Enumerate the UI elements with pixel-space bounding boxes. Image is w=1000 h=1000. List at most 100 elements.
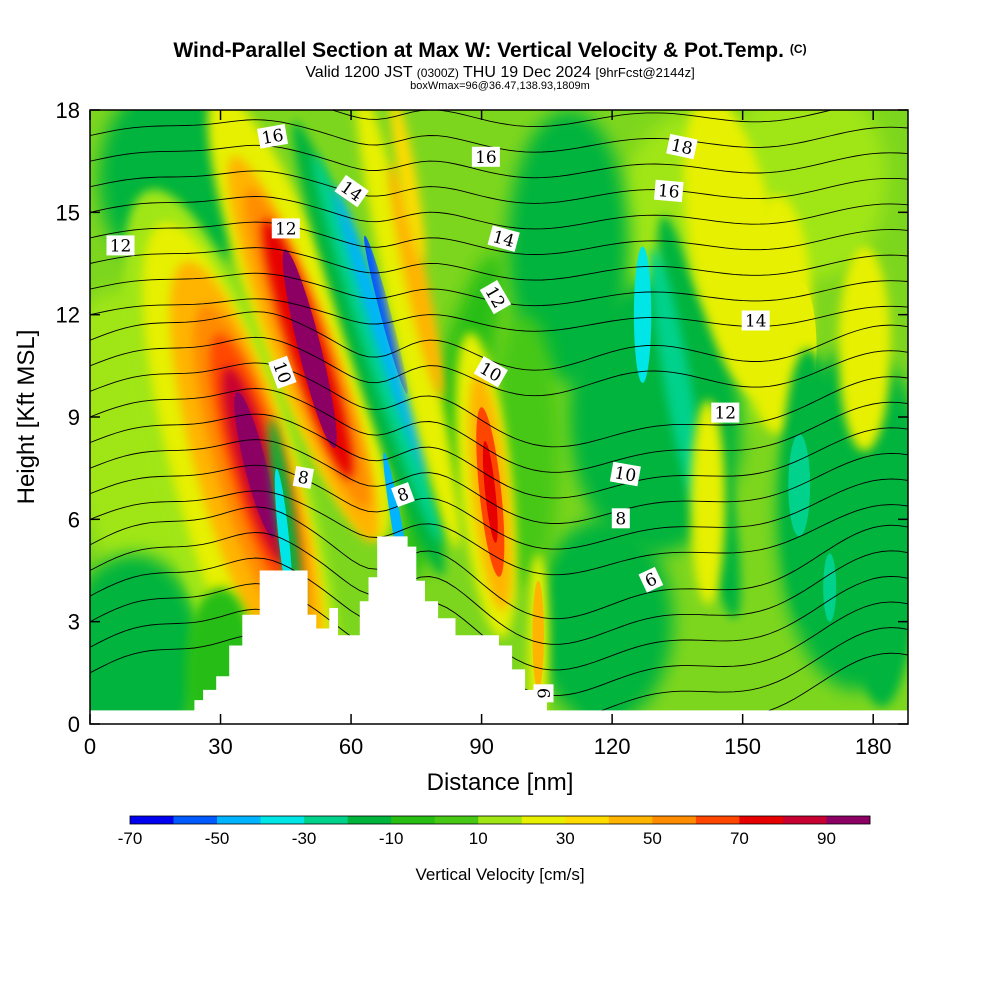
theta-contour-line: [90, 298, 908, 332]
svg-text:14: 14: [745, 312, 767, 332]
x-tick-label: 30: [208, 734, 232, 759]
theta-contour-line: [90, 506, 908, 620]
subtitle-date: THU 19 Dec 2024: [463, 64, 591, 81]
downdraft-region-26: [312, 154, 442, 544]
svg-text:12: 12: [714, 404, 736, 424]
colorbar-swatch: [304, 816, 349, 824]
theta-contour-line: [90, 110, 834, 128]
theta-contour-line: [90, 221, 908, 255]
colorbar-tick-label: 10: [469, 829, 488, 848]
svg-text:16: 16: [475, 148, 497, 168]
svg-text:16: 16: [657, 181, 680, 203]
y-tick-label: 9: [68, 405, 80, 430]
updraft-region-31: [389, 163, 444, 398]
downdraft-region-27: [333, 185, 430, 478]
theta-contour-line: [90, 464, 908, 550]
y-tick-label: 12: [56, 303, 80, 328]
colorbar-swatch: [739, 816, 784, 824]
colorbar-tick-label: -70: [118, 829, 143, 848]
theta-contour-line: [90, 634, 908, 724]
downdraft-region-28: [364, 235, 408, 394]
contour-label: 8: [611, 508, 630, 529]
potential-temperature-contours: [90, 110, 908, 724]
x-tick-label: 150: [724, 734, 761, 759]
downdraft-region-39: [577, 536, 630, 724]
colorbar-frame: [129, 815, 871, 825]
colorbar-tick-label: 50: [643, 829, 662, 848]
colorbar-swatch: [565, 816, 610, 824]
svg-text:8: 8: [296, 468, 310, 490]
y-axis: 0 3 6 9 12 15 18: [56, 98, 908, 737]
theta-contour-line: [90, 170, 908, 204]
colorbar-swatch: [217, 816, 261, 824]
y-tick-label: 15: [56, 200, 80, 225]
contour-label: 14: [741, 310, 770, 332]
colorbar-tick-label: 30: [556, 829, 575, 848]
updraft-region-38: [532, 580, 544, 690]
theta-contour-line: [90, 336, 908, 397]
chart-subtitle: Valid 1200 JST (0300Z) THU 19 Dec 2024 […: [305, 64, 694, 81]
contour-label: 6: [533, 684, 554, 703]
svg-text:16: 16: [260, 126, 285, 149]
downdraft-region-1: [90, 553, 204, 724]
svg-text:6: 6: [533, 688, 553, 699]
contour-label: 6: [638, 566, 664, 593]
y-tick-label: 18: [56, 98, 80, 123]
contour-label: 18: [666, 133, 698, 160]
theta-contour-line: [90, 439, 908, 524]
contour-label: 16: [471, 146, 500, 168]
contour-label: 8: [292, 466, 314, 490]
colorbar-swatch: [130, 816, 174, 824]
colorbar-swatch: [260, 816, 305, 824]
chart-title: Wind-Parallel Section at Max W: Vertical…: [173, 39, 806, 62]
contour-label: 16: [257, 124, 289, 149]
colorbar-tick-label: -10: [379, 829, 404, 848]
colorbar-label: Vertical Velocity [cm/s]: [415, 865, 584, 884]
theta-contour-line: [90, 362, 908, 448]
theta-contour-line: [90, 311, 908, 371]
svg-text:18: 18: [669, 135, 694, 159]
x-axis-label: Distance [nm]: [427, 769, 574, 796]
downdraft-region-51: [855, 536, 908, 707]
colorbar-swatch: [695, 816, 740, 824]
colorbar: -70 -50 -30 -10 10 30 50 70 90: [118, 815, 871, 848]
svg-text:8: 8: [615, 509, 626, 529]
y-axis-label: Height [Kft MSL]: [13, 330, 40, 505]
colorbar-swatch: [521, 816, 566, 824]
colorbar-swatch: [478, 816, 523, 824]
subtitle-fcst: [9hrFcst@2144z]: [596, 65, 695, 80]
box-info: boxWmax=96@36.47,138.93,1809m: [410, 80, 590, 92]
theta-contour-line: [90, 247, 908, 281]
theta-contour-line: [90, 413, 908, 499]
colorbar-tick-label: -30: [292, 829, 317, 848]
theta-contour-line: [90, 144, 908, 179]
contour-label: 8: [391, 482, 415, 508]
contour-label: 10: [609, 461, 641, 487]
updraft-region-47: [690, 400, 726, 605]
x-tick-label: 90: [469, 734, 493, 759]
contour-label: 12: [106, 235, 135, 256]
downdraft-region-24: [274, 468, 293, 605]
downdraft-region-7: [507, 110, 630, 383]
colorbar-swatch: [173, 816, 218, 824]
y-tick-label: 6: [68, 507, 80, 532]
x-tick-label: 60: [339, 734, 363, 759]
contour-label: 12: [711, 402, 740, 424]
terrain-profile: [90, 536, 908, 724]
subtitle-utc: (0300Z): [417, 66, 459, 80]
downdraft-region-50: [823, 553, 837, 622]
updraft-region-22: [282, 249, 337, 449]
updraft-region-45: [838, 246, 891, 452]
x-tick-label: 180: [855, 734, 892, 759]
colorbar-tick-label: 70: [730, 829, 749, 848]
colorbar-tick-label: -50: [205, 829, 230, 848]
colorbar-swatch: [391, 816, 436, 824]
contour-label: 14: [487, 225, 520, 252]
y-tick-label: 3: [68, 610, 80, 635]
svg-text:12: 12: [110, 236, 132, 256]
colorbar-swatch: [826, 816, 871, 824]
contour-label: 12: [271, 218, 300, 239]
theta-contour-line: [90, 388, 908, 473]
